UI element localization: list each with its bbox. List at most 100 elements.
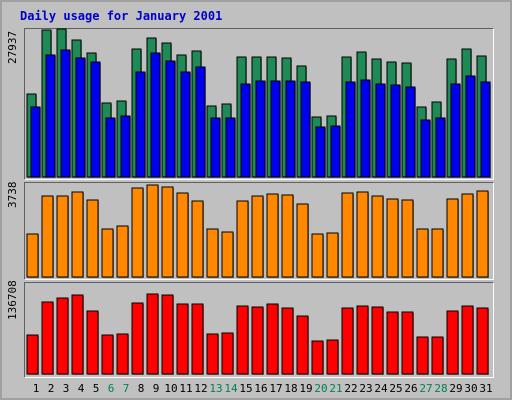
bar-bytes xyxy=(431,336,444,375)
bar-files xyxy=(431,228,444,278)
bar-files xyxy=(131,187,144,278)
bar-files xyxy=(206,228,219,278)
x-tick-label: 10 xyxy=(164,382,178,395)
x-tick-label: 18 xyxy=(284,382,298,395)
bar-files xyxy=(71,191,84,278)
bar-visits xyxy=(435,117,446,178)
bar-bytes xyxy=(416,336,429,375)
bar-visits xyxy=(450,83,461,178)
x-tick-label: 24 xyxy=(374,382,388,395)
bar-files xyxy=(326,232,339,278)
bar-files xyxy=(476,190,489,278)
bar-visits xyxy=(60,49,71,178)
bar-visits xyxy=(90,61,101,178)
bar-visits xyxy=(105,117,116,178)
bar-bytes xyxy=(41,301,54,375)
bar-files xyxy=(386,198,399,278)
x-tick-label: 20 xyxy=(314,382,328,395)
x-tick-label: 1 xyxy=(32,382,40,395)
bar-visits xyxy=(390,84,401,178)
bar-files xyxy=(161,186,174,278)
bar-visits xyxy=(30,106,41,178)
x-tick-label: 17 xyxy=(269,382,283,395)
bar-visits xyxy=(330,125,341,178)
x-tick-label: 30 xyxy=(464,382,478,395)
bar-files xyxy=(266,193,279,278)
chart-title: Daily usage for January 2001 xyxy=(20,9,223,23)
x-tick-label: 26 xyxy=(404,382,418,395)
bar-files xyxy=(221,231,234,278)
bar-files xyxy=(236,200,249,278)
x-tick-label: 5 xyxy=(92,382,100,395)
bar-bytes xyxy=(251,306,264,375)
x-tick-label: 4 xyxy=(77,382,85,395)
bar-files xyxy=(41,195,54,278)
x-tick-label: 13 xyxy=(209,382,223,395)
bar-files xyxy=(371,195,384,278)
bar-visits xyxy=(345,81,356,178)
bar-bytes xyxy=(131,302,144,375)
bar-bytes xyxy=(56,297,69,375)
bar-bytes xyxy=(281,307,294,375)
x-tick-label: 29 xyxy=(449,382,463,395)
x-tick-label: 7 xyxy=(122,382,130,395)
bar-files xyxy=(341,192,354,278)
bar-bytes xyxy=(161,294,174,375)
bar-files xyxy=(296,203,309,278)
bar-bytes xyxy=(386,311,399,375)
bar-visits xyxy=(285,80,296,178)
bar-visits xyxy=(210,117,221,178)
bar-visits xyxy=(135,71,146,178)
bar-files xyxy=(101,228,114,278)
bar-files xyxy=(461,193,474,278)
x-tick-label: 27 xyxy=(419,382,433,395)
bar-bytes xyxy=(266,303,279,375)
bar-files xyxy=(311,233,324,278)
bar-files xyxy=(26,233,39,278)
bar-visits xyxy=(255,80,266,178)
bar-visits xyxy=(150,52,161,178)
bar-bytes xyxy=(371,306,384,375)
bar-visits xyxy=(300,81,311,178)
bar-visits xyxy=(120,115,131,178)
bar-visits xyxy=(420,119,431,178)
x-tick-label: 8 xyxy=(137,382,145,395)
bar-bytes xyxy=(341,307,354,375)
bar-bytes xyxy=(206,333,219,375)
bar-bytes xyxy=(401,311,414,375)
bar-visits xyxy=(480,81,491,178)
bar-visits xyxy=(360,79,371,178)
bar-bytes xyxy=(146,293,159,375)
bar-bytes xyxy=(326,339,339,375)
bar-bytes xyxy=(176,303,189,375)
bar-visits xyxy=(375,83,386,178)
x-tick-label: 25 xyxy=(389,382,403,395)
bar-visits xyxy=(240,83,251,178)
x-tick-label: 11 xyxy=(179,382,193,395)
bar-files xyxy=(56,195,69,278)
bar-files xyxy=(416,228,429,278)
bar-files xyxy=(401,199,414,278)
bar-visits xyxy=(405,86,416,178)
bar-visits xyxy=(225,117,236,178)
bar-files xyxy=(281,194,294,278)
bar-files xyxy=(86,199,99,278)
bar-files xyxy=(176,192,189,278)
bar-bytes xyxy=(71,294,84,375)
bar-files xyxy=(191,200,204,278)
bar-bytes xyxy=(446,310,459,375)
bar-files xyxy=(116,225,129,278)
bar-visits xyxy=(270,80,281,178)
bar-visits xyxy=(165,60,176,178)
x-tick-label: 16 xyxy=(254,382,268,395)
x-tick-label: 19 xyxy=(299,382,313,395)
bar-files xyxy=(446,198,459,278)
x-tick-label: 2 xyxy=(47,382,55,395)
x-axis: 1 2 3 4 5 6 7 8 9 10 11 12 13 14 15 16 17 18 19 20 21 22 23 24 2… xyxy=(2,382,512,398)
bar-bytes xyxy=(296,315,309,375)
bar-bytes xyxy=(191,303,204,375)
x-tick-label: 14 xyxy=(224,382,238,395)
x-tick-label: 9 xyxy=(152,382,160,395)
